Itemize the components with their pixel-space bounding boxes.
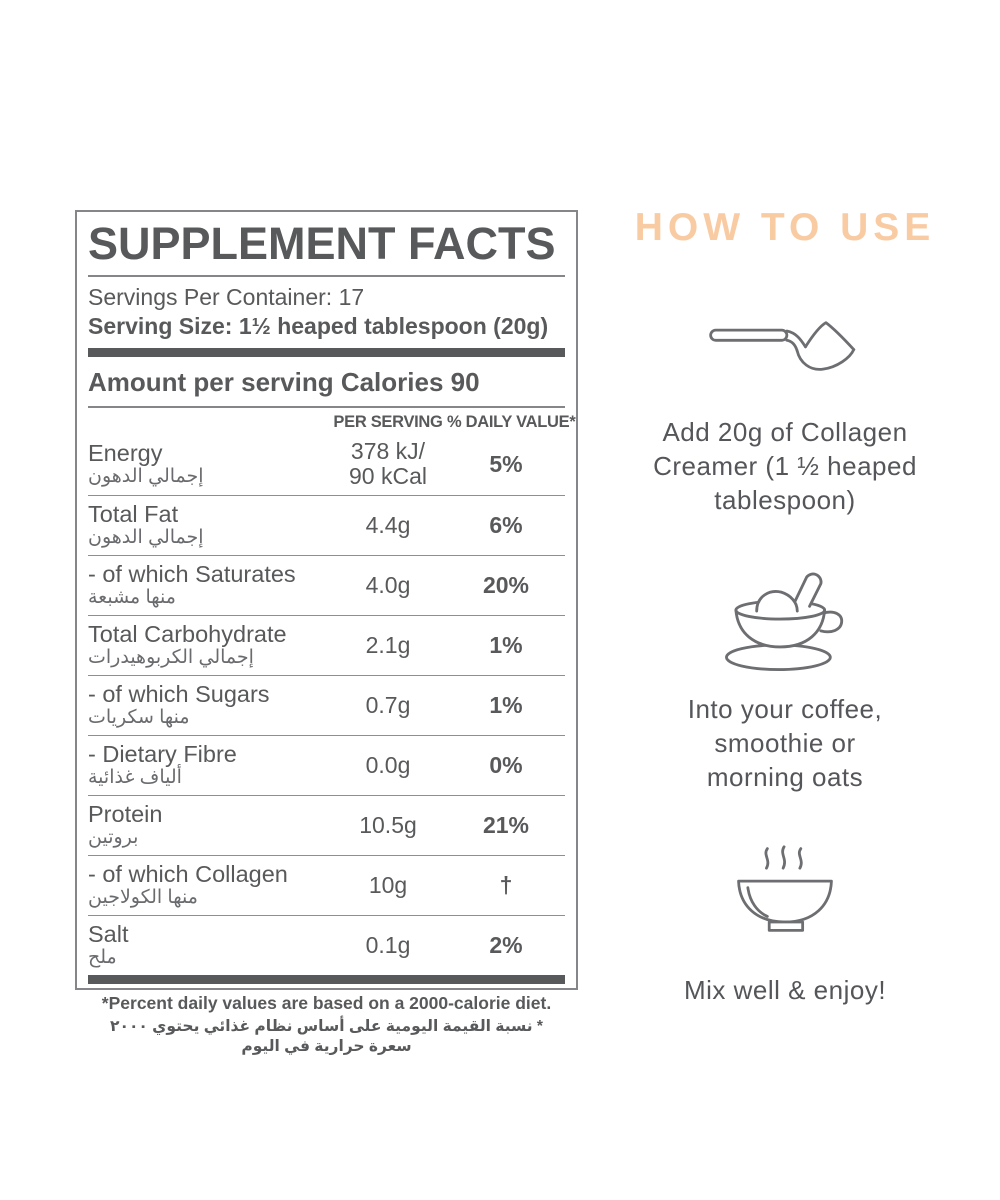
nutrient-names: Protein بروتين [88, 801, 329, 849]
nutrient-name-en: Protein [88, 801, 163, 828]
nutrient-name-en: Energy [88, 440, 163, 467]
nutrient-name-en: - Dietary Fibre [88, 741, 237, 768]
nutrient-name-ar: ألياف غذائية [88, 767, 182, 789]
footnote-arabic: * نسبة القيمة اليومية على أساس نظام غذائ… [110, 1018, 543, 1056]
nutrient-amount: 2.1g [365, 631, 411, 658]
nutrient-daily-value: 1% [489, 631, 523, 658]
thick-divider-bar [88, 975, 565, 985]
table-row-dietary-fibre: - Dietary Fibre ألياف غذائية 0.0g 0% [88, 736, 565, 797]
nutrient-names: - of which Saturates منها مشبعة [88, 561, 329, 609]
nutrient-name-ar: إجمالي الدهون [88, 527, 204, 549]
nutrient-names: - of which Collagen منها الكولاجين [88, 861, 329, 909]
table-row-saturates: - of which Saturates منها مشبعة 4.0g 20% [88, 556, 565, 617]
nutrient-names: - Dietary Fibre ألياف غذائية [88, 741, 329, 789]
supplement-facts-panel: SUPPLEMENT FACTS Servings Per Container:… [75, 210, 578, 1055]
nutrient-name-ar: ملح [88, 947, 117, 969]
servings-per-container: Servings Per Container: 17 [88, 283, 365, 310]
nutrient-name-en: - of which Sugars [88, 681, 270, 708]
table-row-carbohydrate: Total Carbohydrate إجمالي الكربوهيدرات 2… [88, 616, 565, 677]
footnote-english: *Percent daily values are based on a 200… [101, 993, 552, 1014]
nutrient-name-ar: إجمالي الكربوهيدرات [88, 647, 254, 669]
nutrient-name-en: Total Fat [88, 501, 179, 528]
nutrient-name-ar: إجمالي الدهون [88, 466, 204, 488]
step-add-powder: Add 20g of Collagen Creamer (1 ½ heaped … [622, 250, 948, 517]
how-to-use-section: HOW TO USE Add 20g of Collagen Creamer (… [622, 206, 948, 1007]
table-row-collagen: - of which Collagen منها الكولاجين 10g † [88, 856, 565, 917]
nutrient-amount: 0.7g [365, 691, 411, 718]
nutrient-amount: 4.4g [365, 511, 411, 538]
nutrient-name-ar: منها سكريات [88, 707, 190, 729]
empty-header-cell [88, 413, 329, 432]
nutrient-names: Salt ملح [88, 921, 329, 969]
nutrient-daily-value: 20% [482, 571, 530, 598]
step-into-coffee: Into your coffee, smoothie or morning oa… [622, 517, 948, 794]
bowl-icon [737, 845, 833, 932]
serving-size: Serving Size: 1½ heaped tablespoon (20g) [88, 313, 549, 340]
nutrient-daily-value: 21% [482, 811, 530, 838]
nutrient-amount: 0.0g [365, 751, 411, 778]
step-caption: Mix well & enjoy! [683, 975, 887, 1005]
nutrient-name-ar: منها الكولاجين [88, 887, 198, 909]
how-to-use-title: HOW TO USE [634, 206, 936, 249]
nutrient-name-ar: بروتين [88, 827, 139, 849]
nutrient-daily-value: 0% [489, 751, 523, 778]
nutrient-name-en: Total Carbohydrate [88, 621, 287, 648]
divider [88, 274, 565, 277]
per-serving-header: PER SERVING [333, 413, 443, 432]
table-row-sugars: - of which Sugars منها سكريات 0.7g 1% [88, 676, 565, 737]
divider [88, 406, 565, 409]
nutrient-amount: 378 kJ/ 90 kCal [349, 438, 427, 490]
nutrient-names: - of which Sugars منها سكريات [88, 681, 329, 729]
thick-divider-bar [88, 348, 565, 358]
step-caption: Add 20g of Collagen Creamer (1 ½ heaped … [653, 417, 917, 515]
nutrient-daily-value: † [499, 871, 513, 898]
amount-per-serving: Amount per serving Calories 90 [88, 367, 480, 398]
table-row-salt: Salt ملح 0.1g 2% [88, 916, 565, 975]
nutrient-daily-value: 6% [489, 511, 523, 538]
step-mix-enjoy: Mix well & enjoy! [622, 794, 948, 1007]
nutrient-names: Total Carbohydrate إجمالي الكربوهيدرات [88, 621, 329, 669]
nutrient-name-en: - of which Saturates [88, 561, 296, 588]
nutrient-amount: 4.0g [365, 571, 411, 598]
nutrient-daily-value: 1% [489, 691, 523, 718]
table-row-total-fat: Total Fat إجمالي الدهون 4.4g 6% [88, 496, 565, 557]
nutrient-table: Energy إجمالي الدهون 378 kJ/ 90 kCal 5% … [88, 434, 565, 975]
panel-title: SUPPLEMENT FACTS [88, 218, 556, 269]
nutrient-name-en: - of which Collagen [88, 861, 288, 888]
nutrient-amount: 10.5g [359, 811, 417, 838]
nutrient-names: Energy إجمالي الدهون [88, 440, 329, 488]
coffee-cup-icon [725, 572, 844, 671]
nutrient-amount: 0.1g [365, 931, 411, 958]
table-row-protein: Protein بروتين 10.5g 21% [88, 796, 565, 857]
nutrient-name-en: Salt [88, 921, 129, 948]
nutrient-amount: 10g [368, 871, 408, 898]
nutrient-daily-value: 5% [489, 450, 523, 477]
nutrient-name-ar: منها مشبعة [88, 587, 176, 609]
step-caption: Into your coffee, smoothie or morning oa… [687, 694, 883, 792]
table-column-headers: PER SERVING % DAILY VALUE* [88, 413, 576, 432]
table-row-energy: Energy إجمالي الدهون 378 kJ/ 90 kCal 5% [88, 434, 565, 497]
nutrient-names: Total Fat إجمالي الدهون [88, 501, 329, 549]
scoop-icon [709, 321, 856, 371]
nutrient-daily-value: 2% [489, 931, 523, 958]
daily-value-header: % DAILY VALUE* [447, 413, 576, 432]
